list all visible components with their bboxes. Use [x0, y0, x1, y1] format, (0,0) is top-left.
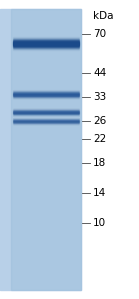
- Bar: [13, 42, 79, 43]
- Bar: [13, 48, 79, 49]
- Text: 10: 10: [93, 218, 106, 228]
- Bar: [13, 45, 79, 46]
- Bar: [11, 9, 81, 290]
- Text: 44: 44: [93, 68, 106, 78]
- Bar: [13, 49, 79, 50]
- Text: 70: 70: [93, 29, 106, 39]
- Bar: [13, 40, 79, 41]
- Text: 33: 33: [93, 92, 106, 102]
- Bar: [13, 38, 79, 39]
- Bar: [13, 41, 79, 42]
- Bar: [13, 46, 79, 47]
- Text: 22: 22: [93, 134, 106, 144]
- Bar: [13, 47, 79, 48]
- Text: 18: 18: [93, 158, 106, 168]
- Bar: [0, 9, 81, 290]
- Text: kDa: kDa: [93, 11, 114, 22]
- Text: 26: 26: [93, 116, 106, 126]
- Bar: [13, 43, 79, 44]
- Text: 14: 14: [93, 188, 106, 198]
- Bar: [13, 37, 79, 38]
- Bar: [13, 44, 79, 45]
- Bar: [13, 39, 79, 40]
